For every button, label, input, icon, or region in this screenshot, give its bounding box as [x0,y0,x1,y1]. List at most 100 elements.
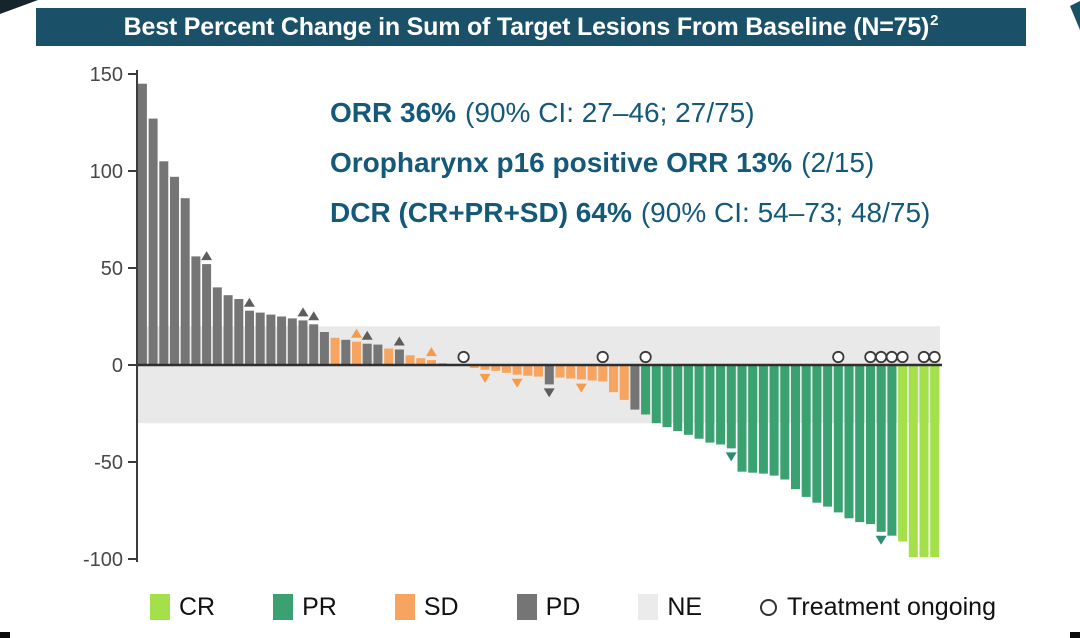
bar-sd [619,365,629,400]
bar-pr [791,365,800,490]
bar-pr [812,365,822,503]
y-axis-tick-label: 150 [90,64,123,86]
bar-sd [405,355,415,365]
bar-pr [855,365,865,523]
legend: CR PR SD PD NE Treatment ongoing [150,591,1054,623]
page-title: Best Percent Change in Sum of Target Les… [123,12,939,41]
legend-item-pr: PR [273,593,337,622]
cr-swatch [150,594,170,620]
annotation-orr: ORR 36% (90% CI: 27–46; 27/75) [330,97,755,128]
bar-pr [716,365,726,445]
legend-label-pd: PD [545,592,581,621]
legend-label-treatment-ongoing: Treatment ongoing [787,592,996,621]
legend-label-sd: SD [423,592,459,621]
bar-pr [705,365,715,443]
treatment-ongoing-circle [896,350,909,364]
treatment-ongoing-circle [457,350,470,364]
bar-pr [801,365,811,497]
bar-pr [651,365,661,424]
bar-pr [694,365,704,439]
sd-swatch [394,594,415,620]
bar-pd [137,83,147,365]
bar-sd [352,341,361,365]
y-axis-tick-label: -100 [83,549,123,571]
bar-pd [319,332,329,365]
legend-label-pr: PR [302,592,337,621]
open-circle-icon [760,598,778,616]
bar-cr [930,365,940,558]
down-triangle-icon [725,452,737,462]
annotation-dcr: DCR (CR+PR+SD) 64% (90% CI: 54–73; 48/75) [330,197,931,228]
y-axis-tick-label: 100 [90,161,123,183]
treatment-ongoing-circle [596,350,609,364]
y-axis-tick-label: -50 [94,452,123,474]
treatment-ongoing-circle [885,350,898,364]
legend-item-ne: NE [638,593,702,622]
bar-sd [523,365,533,376]
bar-sd [416,358,426,365]
legend-item-cr: CR [150,593,215,622]
bar-pd [373,344,383,365]
bar-pr [887,365,897,536]
bar-pd [266,314,276,365]
up-triangle-icon [361,330,373,340]
up-triangle-icon [308,311,320,321]
down-triangle-icon [543,388,555,398]
down-triangle-icon [479,373,491,383]
bar-pr [876,365,886,532]
treatment-ongoing-circle [917,350,931,364]
bar-sd [609,365,618,393]
bar-sd [469,365,479,368]
bar-pd [148,118,158,365]
y-axis-tick-label: 50 [101,258,123,280]
bar-pd [630,365,640,410]
bar-pr [780,365,790,480]
bar-pd [202,264,212,365]
bar-cr [898,365,908,542]
bar-sd [384,348,394,365]
bar-pr [683,365,693,435]
up-triangle-icon [243,297,255,307]
efficacy-annotations: ORR 36% (90% CI: 27–46; 27/75) Oropharynx… [330,88,930,238]
bar-pr [748,365,758,473]
bar-sd [576,365,586,380]
bar-pr [673,365,683,431]
y-axis-tick-label: 0 [112,355,123,377]
bar-pr [866,365,875,525]
down-triangle-icon [511,378,523,388]
bar-sd [491,365,501,371]
annotation-oropharynx: Oropharynx p16 positive ORR 13% (2/15) [330,147,875,178]
top-left-corner-accent [0,0,38,14]
bar-sd [330,337,340,365]
title-superscript: 2 [930,12,939,30]
up-triangle-icon [351,328,362,338]
bar-pd [223,295,233,365]
up-triangle-icon [393,336,405,346]
legend-item-treatment-ongoing: Treatment ongoing [760,593,996,622]
pd-swatch [516,594,537,620]
bar-sd [534,365,543,377]
bar-sd [480,365,490,370]
treatment-ongoing-circle [928,350,941,364]
legend-label-cr: CR [179,592,216,621]
bar-sd [501,365,511,373]
treatment-ongoing-circle [639,350,652,364]
bar-pd [255,312,265,365]
down-triangle-icon [875,535,887,545]
bar-pd [159,161,169,365]
pr-swatch [273,594,294,620]
bar-pd [394,349,404,365]
bar-pd [309,324,319,365]
bar-pr [641,365,651,415]
up-triangle-icon [297,307,309,317]
bar-sd [512,365,522,375]
bar-pd [277,316,287,365]
legend-item-sd: SD [394,592,459,622]
bottom-right-corner-accent [1070,632,1080,638]
bar-sd [587,365,597,381]
top-right-corner-accent [1070,1,1080,30]
bottom-left-corner-accent [0,632,10,638]
bar-pr [662,365,672,428]
